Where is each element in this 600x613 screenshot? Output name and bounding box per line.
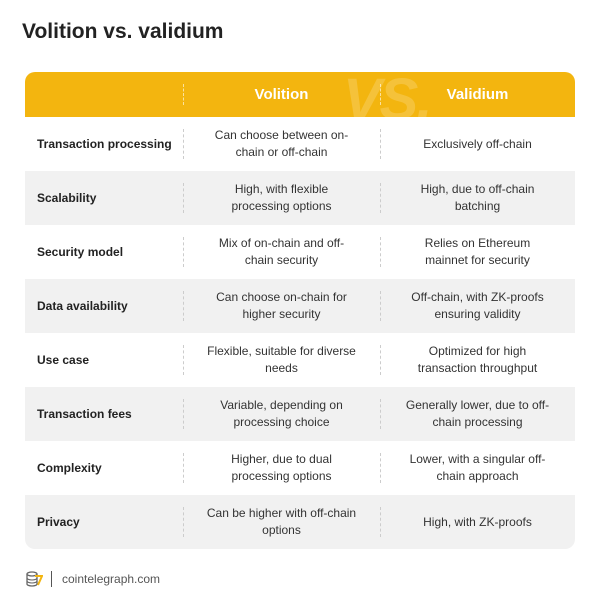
table-row: Security model Mix of on-chain and off-ch… bbox=[25, 225, 575, 279]
header-empty bbox=[25, 72, 183, 117]
row-label: Data availability bbox=[37, 299, 128, 313]
cointelegraph-logo-icon bbox=[26, 571, 43, 587]
volition-cell: Flexible, suitable for diverse needs bbox=[183, 333, 380, 387]
volition-cell: Can choose between on-chain or off-chain bbox=[183, 117, 380, 171]
volition-cell: Variable, depending on processing choice bbox=[183, 387, 380, 441]
footer: cointelegraph.com bbox=[25, 570, 160, 588]
volition-cell: Can choose on-chain for higher security bbox=[183, 279, 380, 333]
validium-cell: Exclusively off-chain bbox=[380, 117, 575, 171]
table-row: Use case Flexible, suitable for diverse n… bbox=[25, 333, 575, 387]
table-header: VS. Volition Validium bbox=[25, 72, 575, 132]
volition-cell: Can be higher with off-chain options bbox=[183, 495, 380, 549]
volition-cell: Mix of on-chain and off-chain security bbox=[183, 225, 380, 279]
row-label: Privacy bbox=[37, 515, 80, 529]
validium-cell: Optimized for high transaction throughpu… bbox=[380, 333, 575, 387]
table-row: Transaction processing Can choose between… bbox=[25, 117, 575, 171]
row-label: Use case bbox=[37, 353, 90, 367]
row-label: Complexity bbox=[37, 461, 102, 475]
table-row: Transaction fees Variable, depending on p… bbox=[25, 387, 575, 441]
page-title: Volition vs. validium bbox=[22, 20, 224, 43]
validium-cell: Lower, with a singular off-chain approac… bbox=[380, 441, 575, 495]
row-label: Transaction processing bbox=[37, 137, 172, 151]
site-link[interactable]: cointelegraph.com bbox=[62, 572, 161, 586]
table-row: Data availability Can choose on-chain for… bbox=[25, 279, 575, 333]
validium-cell: High, with ZK-proofs bbox=[380, 495, 575, 549]
header-validium: Validium bbox=[380, 72, 575, 117]
table-row: Complexity Higher, due to dual processing… bbox=[25, 441, 575, 495]
volition-cell: High, with flexible processing options bbox=[183, 171, 380, 225]
table-row: Privacy Can be higher with off-chain opti… bbox=[25, 495, 575, 549]
footer-separator bbox=[51, 571, 52, 587]
vs-watermark: VS. bbox=[343, 72, 432, 132]
header-volition: Volition bbox=[183, 72, 380, 117]
validium-cell: Relies on Ethereum mainnet for security bbox=[380, 225, 575, 279]
row-label: Security model bbox=[37, 245, 124, 259]
row-label: Transaction fees bbox=[37, 407, 132, 421]
volition-cell: Higher, due to dual processing options bbox=[183, 441, 380, 495]
validium-cell: Off-chain, with ZK-proofs ensuring valid… bbox=[380, 279, 575, 333]
validium-cell: High, due to off-chain batching bbox=[380, 171, 575, 225]
comparison-table: VS. Volition Validium Transaction proces… bbox=[25, 72, 575, 549]
table-row: Scalability High, with flexible processin… bbox=[25, 171, 575, 225]
row-label: Scalability bbox=[37, 191, 97, 205]
validium-cell: Generally lower, due to off-chain proces… bbox=[380, 387, 575, 441]
